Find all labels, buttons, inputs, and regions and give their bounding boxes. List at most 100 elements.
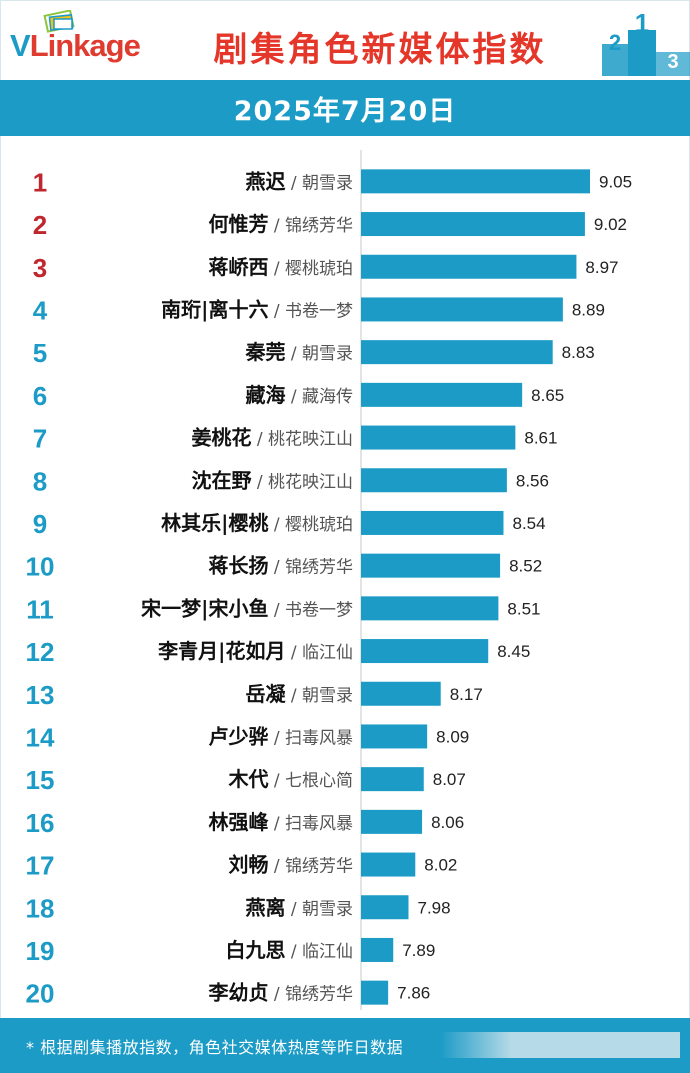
drama-title: / 朝雪录 (285, 344, 353, 364)
value-label: 8.61 (524, 429, 557, 448)
rank-number: 19 (26, 936, 55, 966)
value-label: 8.09 (436, 727, 469, 746)
character-name: 沈在野 (191, 468, 251, 492)
category-label: 李青月|花如月 / 临江仙 (157, 639, 353, 663)
rank-number: 2 (33, 210, 47, 240)
logo-v: V (10, 28, 31, 63)
drama-title: / 樱桃琥珀 (268, 515, 353, 535)
rank-number: 3 (33, 253, 47, 283)
character-name: 宋一梦|宋小鱼 (141, 596, 268, 620)
drama-title: / 锦绣芳华 (268, 857, 353, 877)
drama-title: / 锦绣芳华 (268, 216, 353, 236)
category-label: 李幼贞 / 锦绣芳华 (207, 981, 353, 1005)
rank-number: 15 (26, 765, 55, 795)
category-label: 刘畅 / 锦绣芳华 (228, 853, 353, 877)
category-label: 姜桃花 / 桃花映江山 (191, 426, 353, 450)
value-label: 8.52 (509, 557, 542, 576)
drama-title: / 七根心简 (268, 771, 353, 791)
rank-number: 14 (26, 722, 55, 752)
value-label: 9.02 (594, 215, 627, 234)
value-label: 8.97 (585, 258, 618, 277)
character-name: 藏海 (245, 383, 285, 407)
rank-number: 4 (33, 295, 48, 325)
bar (361, 639, 489, 664)
value-label: 8.83 (562, 343, 595, 362)
drama-title: / 扫毒风暴 (268, 728, 353, 748)
bar (361, 724, 428, 749)
character-name: 蒋长扬 (208, 554, 268, 578)
category-label: 岳凝 / 朝雪录 (245, 682, 353, 706)
drama-title: / 桃花映江山 (251, 430, 353, 450)
value-label: 8.02 (424, 856, 457, 875)
bar (361, 937, 394, 962)
character-name: 李青月|花如月 (157, 639, 285, 663)
bar (361, 169, 590, 194)
rank-number: 13 (26, 680, 55, 710)
logo: VLinkage (10, 28, 141, 64)
category-label: 藏海 / 藏海传 (245, 383, 353, 407)
date-label: 2025年7月20日 (233, 95, 457, 127)
drama-title: / 藏海传 (285, 387, 353, 407)
category-label: 蒋峤西 / 樱桃琥珀 (208, 255, 353, 279)
category-label: 秦莞 / 朝雪录 (244, 340, 353, 364)
character-name: 南珩|离十六 (161, 297, 268, 321)
date-band: 2025年7月20日 (0, 80, 690, 136)
character-name: 卢少骅 (208, 724, 268, 748)
footer-note: * 根据剧集播放指数，角色社交媒体热度等昨日数据 (26, 1037, 404, 1057)
footer-blur (440, 1032, 680, 1058)
value-label: 8.56 (516, 471, 549, 490)
character-name: 燕离 (245, 895, 285, 919)
value-label: 8.89 (572, 300, 605, 319)
drama-title: / 桃花映江山 (251, 472, 353, 492)
category-label: 木代 / 七根心简 (227, 767, 353, 791)
rank-number: 11 (26, 594, 54, 624)
rank-number: 20 (26, 979, 55, 1009)
rank-number: 17 (26, 851, 55, 881)
page-title: 剧集角色新媒体指数 (213, 30, 547, 70)
drama-title: / 扫毒风暴 (268, 814, 353, 834)
value-label: 8.17 (450, 685, 483, 704)
character-name: 蒋峤西 (208, 255, 268, 279)
drama-title: / 锦绣芳华 (268, 558, 353, 578)
drama-title: / 书卷一梦 (268, 301, 353, 321)
value-label: 9.05 (599, 172, 632, 191)
character-name: 白九思 (225, 938, 285, 962)
rank-number: 5 (33, 338, 47, 368)
bar (361, 254, 577, 279)
value-label: 7.89 (402, 941, 435, 960)
header: VLinkage 剧集角色新媒体指数 2 1 3 (0, 0, 690, 78)
rank-number: 10 (26, 552, 55, 582)
bar (361, 553, 501, 578)
category-label: 白九思 / 临江仙 (225, 938, 353, 962)
value-label: 8.06 (431, 813, 464, 832)
category-label: 南珩|离十六 / 书卷一梦 (161, 297, 353, 321)
bar (361, 510, 504, 535)
value-label: 8.54 (512, 514, 545, 533)
category-label: 燕离 / 朝雪录 (245, 895, 353, 919)
footer: * 根据剧集播放指数，角色社交媒体热度等昨日数据 (0, 1018, 690, 1073)
character-name: 林强峰 (208, 810, 268, 834)
drama-title: / 书卷一梦 (268, 600, 353, 620)
bar (361, 382, 523, 407)
category-label: 林其乐|樱桃 / 樱桃琥珀 (161, 511, 353, 535)
category-label: 林强峰 / 扫毒风暴 (208, 810, 353, 834)
rank-number: 1 (33, 167, 47, 197)
drama-title: / 锦绣芳华 (268, 985, 353, 1005)
character-name: 秦莞 (244, 340, 285, 364)
podium-3: 3 (667, 51, 678, 73)
bar (361, 809, 423, 834)
rank-number: 7 (33, 424, 47, 454)
character-name: 刘畅 (228, 853, 268, 877)
value-label: 8.07 (433, 770, 466, 789)
category-label: 宋一梦|宋小鱼 / 书卷一梦 (141, 596, 353, 620)
drama-title: / 临江仙 (285, 643, 353, 663)
bar (361, 468, 507, 493)
character-name: 李幼贞 (207, 981, 268, 1005)
drama-title: / 朝雪录 (285, 173, 353, 193)
bar (361, 297, 563, 322)
character-name: 燕迟 (245, 169, 285, 193)
bar (361, 767, 424, 792)
logo-mark-icon (43, 10, 75, 33)
rank-number: 16 (26, 808, 55, 838)
rank-number: 6 (33, 381, 47, 411)
